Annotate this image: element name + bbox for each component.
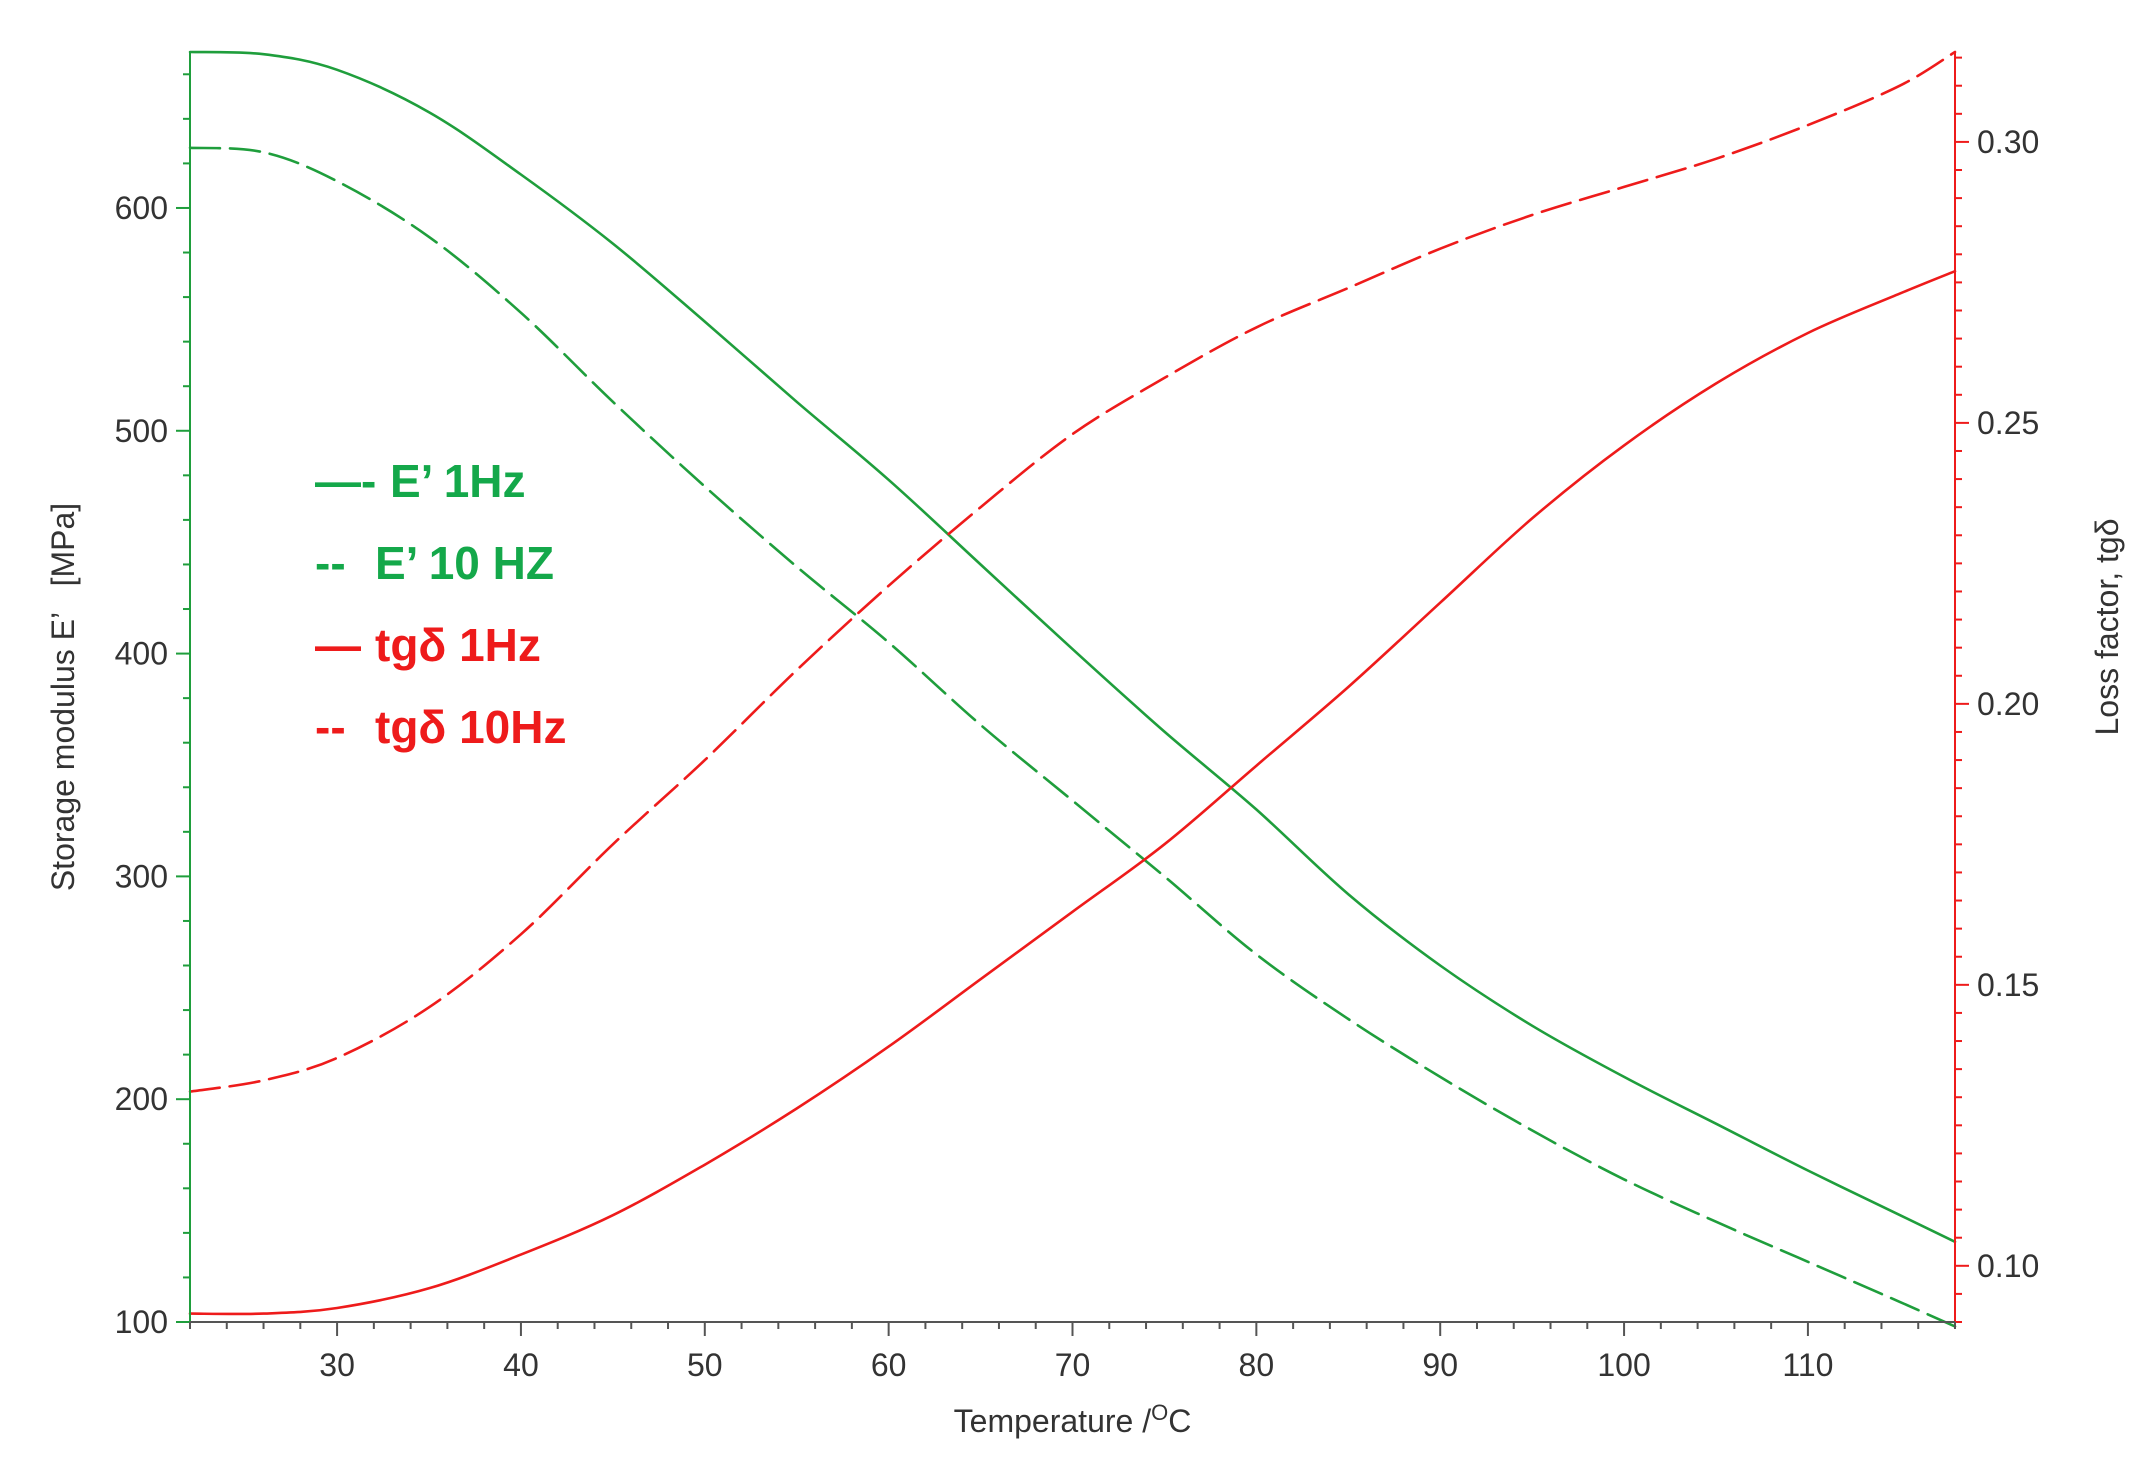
left-tick-label: 400 xyxy=(115,636,168,672)
legend-item: -- tgδ 10Hz xyxy=(315,701,566,753)
x-tick-label: 30 xyxy=(319,1347,355,1383)
right-tick-label: 0.20 xyxy=(1977,686,2039,722)
series-storage-modulus-1hz xyxy=(188,50,1957,1244)
left-tick-label: 500 xyxy=(115,413,168,449)
plot-layer xyxy=(188,50,1957,1328)
legend-item: -- E’ 10 HZ xyxy=(315,537,554,589)
right-tick-label: 0.30 xyxy=(1977,124,2039,160)
right-tick-label: 0.25 xyxy=(1977,405,2039,441)
right-axis-title: Loss factor, tgδ xyxy=(2089,518,2125,735)
series-storage-modulus-10hz xyxy=(188,146,1957,1328)
left-tick-label: 200 xyxy=(115,1081,168,1117)
x-tick-label: 70 xyxy=(1055,1347,1091,1383)
legend-item: — tgδ 1Hz xyxy=(315,619,541,671)
x-tick-label: 80 xyxy=(1239,1347,1275,1383)
x-tick-label: 60 xyxy=(871,1347,907,1383)
legend-marker: -- xyxy=(315,537,346,589)
x-tick-label: 110 xyxy=(1782,1347,1833,1383)
series-loss-factor-1hz xyxy=(188,269,1957,1316)
left-tick-label: 600 xyxy=(115,190,168,226)
series-loss-factor-10hz xyxy=(188,50,1957,1093)
right-tick-label: 0.15 xyxy=(1977,967,2039,1003)
left-tick-label: 100 xyxy=(115,1304,168,1340)
legend: —- E’ 1Hz -- E’ 10 HZ — tgδ 1Hz -- tgδ 10Hz xyxy=(315,455,566,753)
x-tick-label: 40 xyxy=(503,1347,539,1383)
x-tick-label: 90 xyxy=(1422,1347,1458,1383)
legend-label: tgδ 10Hz xyxy=(375,701,566,753)
legend-label: tgδ 1Hz xyxy=(375,619,541,671)
left-axis-title: Storage modulus E’ [MPa] xyxy=(45,503,81,891)
x-tick-label: 100 xyxy=(1597,1347,1650,1383)
x-axis-title: Temperature /OC xyxy=(954,1400,1192,1439)
legend-label: E’ 10 HZ xyxy=(375,537,554,589)
legend-label: E’ 1Hz xyxy=(390,455,526,507)
legend-marker: —- xyxy=(315,455,376,507)
axes-layer: 100 200 300 400 500 600 0.10 0.15 0.20 0.25 0.30 30… xyxy=(45,52,2125,1439)
right-tick-label: 0.10 xyxy=(1977,1248,2039,1284)
left-tick-label: 300 xyxy=(115,858,168,894)
x-tick-label: 50 xyxy=(687,1347,723,1383)
legend-marker: -- xyxy=(315,701,346,753)
legend-marker: — xyxy=(315,619,361,671)
legend-item: —- E’ 1Hz xyxy=(315,455,526,507)
